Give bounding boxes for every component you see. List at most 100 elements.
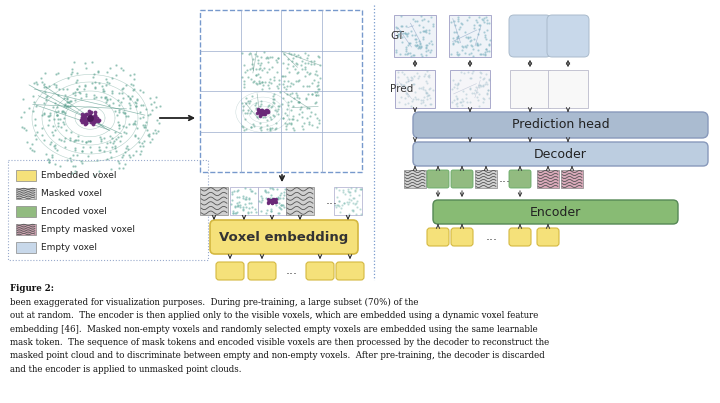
Point xyxy=(44,159,55,166)
Point xyxy=(32,128,43,135)
Text: Empty masked voxel: Empty masked voxel xyxy=(41,225,135,234)
Point xyxy=(483,42,495,48)
Point xyxy=(245,108,256,114)
Point xyxy=(27,108,38,114)
Point xyxy=(89,112,101,119)
Point xyxy=(124,121,135,127)
Point xyxy=(89,84,101,90)
Point xyxy=(119,148,130,155)
Point xyxy=(55,137,66,143)
Point xyxy=(72,86,84,92)
Point xyxy=(276,206,287,212)
Point xyxy=(79,120,91,127)
Point xyxy=(282,106,293,112)
Point xyxy=(269,197,280,204)
Point xyxy=(117,85,129,91)
Point xyxy=(453,33,464,39)
Point xyxy=(39,89,50,96)
Point xyxy=(269,198,281,204)
Point xyxy=(413,43,424,50)
Point xyxy=(450,29,462,35)
Point xyxy=(466,74,477,81)
Point xyxy=(249,190,261,196)
Point xyxy=(91,115,103,122)
Point xyxy=(448,84,459,90)
Point xyxy=(66,69,78,75)
Point xyxy=(55,163,66,169)
Point xyxy=(259,110,271,117)
Point xyxy=(38,100,50,106)
Point xyxy=(91,157,103,164)
Point xyxy=(236,100,248,106)
Point xyxy=(148,129,159,136)
Point xyxy=(265,104,276,110)
Point xyxy=(479,29,490,35)
Point xyxy=(337,189,348,195)
Point xyxy=(286,107,297,114)
Point xyxy=(245,76,256,83)
Point xyxy=(345,185,356,191)
Point xyxy=(113,89,125,96)
Point xyxy=(337,187,348,193)
Point xyxy=(48,116,60,123)
Point xyxy=(420,42,432,49)
Point xyxy=(265,185,276,191)
Point xyxy=(332,202,343,209)
Point xyxy=(302,55,313,61)
Point xyxy=(68,59,80,66)
Point xyxy=(50,71,62,77)
Point xyxy=(86,116,97,123)
Point xyxy=(405,77,416,83)
Point xyxy=(69,167,81,174)
Point xyxy=(463,34,474,41)
Point xyxy=(457,43,469,50)
Point xyxy=(125,154,136,160)
Point xyxy=(256,109,268,116)
Point xyxy=(143,133,155,139)
Point xyxy=(114,125,125,131)
Point xyxy=(71,77,83,83)
Point xyxy=(269,196,280,202)
Point xyxy=(449,97,460,104)
Point xyxy=(459,29,471,35)
Point xyxy=(475,69,487,76)
Bar xyxy=(16,188,36,199)
Point xyxy=(449,81,461,87)
Point xyxy=(254,65,266,71)
Point xyxy=(61,103,73,109)
Point xyxy=(232,187,243,193)
FancyBboxPatch shape xyxy=(547,15,589,57)
Point xyxy=(302,105,313,111)
Point xyxy=(408,96,419,102)
Point xyxy=(473,91,485,97)
Point xyxy=(405,40,416,46)
Point xyxy=(312,71,323,78)
Point xyxy=(49,127,60,133)
Point xyxy=(412,42,423,48)
Point xyxy=(78,118,90,125)
Point xyxy=(32,81,43,87)
Point xyxy=(292,94,303,101)
Point xyxy=(451,82,463,89)
Point xyxy=(405,50,416,56)
Point xyxy=(355,185,366,192)
Point xyxy=(469,87,480,93)
Point xyxy=(266,191,277,198)
Point xyxy=(77,144,89,150)
Point xyxy=(225,201,237,207)
Point xyxy=(419,87,431,93)
Point xyxy=(83,116,94,123)
Point xyxy=(227,197,238,203)
Point xyxy=(452,80,464,86)
Text: Embedded voxel: Embedded voxel xyxy=(41,171,117,180)
Point xyxy=(144,110,156,117)
Point xyxy=(287,102,298,109)
Point xyxy=(339,191,351,197)
Point xyxy=(85,114,96,120)
Point xyxy=(350,185,361,192)
Point xyxy=(456,96,468,102)
Point xyxy=(143,131,155,137)
Point xyxy=(278,204,289,210)
Point xyxy=(70,137,81,143)
Point xyxy=(278,84,289,91)
